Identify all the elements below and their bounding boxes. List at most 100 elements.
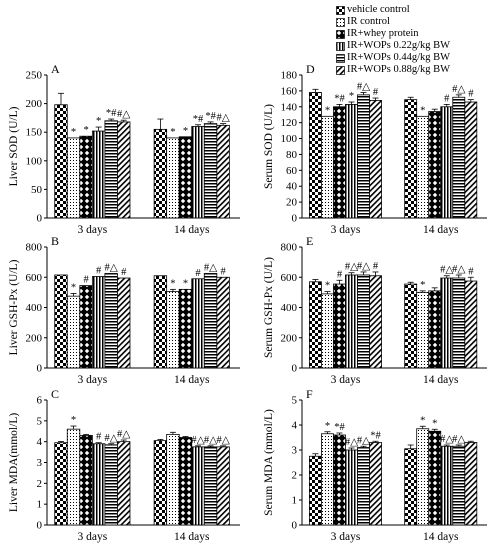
diag-swatch bbox=[336, 65, 345, 75]
significance-label: * bbox=[420, 280, 425, 291]
bar bbox=[416, 428, 430, 526]
category-label: 14 days bbox=[174, 224, 210, 236]
bar bbox=[91, 276, 106, 369]
y-tick-label: 3 bbox=[292, 445, 298, 457]
category-label: 14 days bbox=[174, 374, 210, 386]
significance-label: * bbox=[183, 126, 188, 137]
significance-label: # bbox=[337, 269, 343, 280]
bar bbox=[191, 126, 205, 219]
y-tick-label: 600 bbox=[281, 272, 298, 284]
significance-label: #△ bbox=[117, 429, 131, 440]
y-axis-label: Serum SOD (U/L) bbox=[263, 104, 275, 189]
legend-label: vehicle control bbox=[347, 4, 410, 15]
category-label: 3 days bbox=[77, 374, 107, 386]
significance-label: #△ bbox=[345, 262, 359, 273]
bar bbox=[357, 274, 370, 369]
y-tick-label: 3 bbox=[37, 457, 43, 469]
legend-item-wops-022: IR+WOPs 0.22g/kg BW bbox=[336, 40, 450, 52]
significance-label: *# bbox=[334, 93, 345, 104]
bar bbox=[203, 273, 218, 369]
bar bbox=[404, 99, 418, 219]
category-label: 3 days bbox=[77, 531, 107, 543]
significance-label: #△ bbox=[440, 265, 454, 276]
bar bbox=[404, 448, 418, 526]
significance-label: * bbox=[71, 282, 76, 293]
bar bbox=[308, 92, 322, 219]
legend-swatch-vlines bbox=[336, 41, 345, 51]
bar bbox=[79, 435, 93, 526]
significance-label: #△ bbox=[105, 262, 119, 273]
y-tick-label: 0 bbox=[292, 363, 298, 375]
bar bbox=[91, 443, 106, 526]
bar bbox=[428, 290, 442, 369]
legend-item-ir-control: IR control bbox=[336, 16, 450, 28]
y-tick-label: 0 bbox=[37, 363, 43, 375]
bar bbox=[203, 123, 218, 219]
y-tick-label: 6 bbox=[37, 395, 43, 407]
bar bbox=[178, 136, 193, 219]
significance-label: # bbox=[96, 432, 102, 443]
y-tick-label: 0 bbox=[292, 213, 298, 225]
y-tick-label: 60 bbox=[286, 165, 298, 177]
bar bbox=[369, 442, 382, 526]
bar bbox=[440, 106, 454, 219]
y-tick-label: 250 bbox=[26, 70, 43, 82]
significance-label: # bbox=[220, 266, 226, 277]
y-tick-label: 0 bbox=[292, 520, 298, 532]
significance-label: #△ bbox=[452, 434, 466, 445]
bar bbox=[203, 446, 218, 526]
bar bbox=[369, 100, 382, 219]
bar bbox=[66, 137, 81, 219]
bar bbox=[216, 446, 230, 526]
y-tick-label: 50 bbox=[31, 184, 43, 196]
panel-letter: E bbox=[306, 234, 313, 248]
significance-label: # bbox=[468, 266, 474, 277]
hlines-swatch bbox=[336, 53, 345, 63]
panel-letter: D bbox=[306, 62, 315, 76]
legend-label: IR+WOPs 0.88g/kg BW bbox=[347, 64, 451, 75]
bar bbox=[321, 293, 334, 369]
significance-label: #△ bbox=[117, 109, 131, 120]
legend-item-wops-044: IR+WOPs 0.44g/kg BW bbox=[336, 52, 450, 64]
legend-swatch-hlines bbox=[336, 53, 345, 63]
y-tick-label: 4 bbox=[292, 420, 298, 432]
legend-item-wops-088: IR+WOPs 0.88g/kg BW bbox=[336, 64, 450, 76]
bar bbox=[104, 273, 118, 369]
significance-label: *# bbox=[370, 430, 381, 441]
y-tick-label: 800 bbox=[26, 242, 43, 254]
category-label: 14 days bbox=[423, 374, 459, 386]
significance-label: # bbox=[195, 268, 201, 279]
bar bbox=[416, 115, 430, 219]
significance-label: * bbox=[420, 415, 425, 426]
y-axis-label: Liver MDA(mmol/L) bbox=[8, 413, 20, 512]
bar bbox=[191, 278, 205, 369]
bar bbox=[117, 277, 131, 369]
significance-label: # bbox=[373, 87, 379, 98]
legend-swatch-dots bbox=[336, 17, 345, 27]
bar bbox=[191, 446, 205, 526]
legend-item-ir-whey: IR+whey protein bbox=[336, 28, 450, 40]
significance-label: *# bbox=[193, 114, 204, 125]
legend-swatch-checker bbox=[336, 5, 345, 15]
significance-label: # bbox=[96, 265, 102, 276]
bar bbox=[91, 130, 106, 219]
category-label: 3 days bbox=[331, 224, 361, 236]
bar bbox=[216, 276, 230, 369]
significance-label: *# bbox=[106, 108, 117, 119]
significance-label: * bbox=[325, 421, 330, 432]
bar bbox=[345, 449, 358, 526]
bar bbox=[308, 281, 322, 369]
legend-label: IR+WOPs 0.44g/kg BW bbox=[347, 52, 451, 63]
significance-label: #△ bbox=[440, 434, 454, 445]
significance-label: * bbox=[170, 278, 175, 289]
legend-label: IR control bbox=[347, 16, 390, 27]
bar bbox=[452, 96, 466, 219]
category-label: 14 days bbox=[423, 224, 459, 236]
bar bbox=[464, 101, 478, 219]
bar bbox=[153, 128, 168, 219]
bar bbox=[117, 121, 131, 219]
y-tick-label: 200 bbox=[26, 332, 43, 344]
